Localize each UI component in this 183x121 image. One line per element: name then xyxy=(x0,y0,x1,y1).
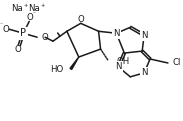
Text: P: P xyxy=(20,28,26,38)
Text: ⁻: ⁻ xyxy=(0,24,3,29)
Text: +: + xyxy=(40,3,45,8)
Text: N: N xyxy=(115,62,122,71)
Text: ⁻: ⁻ xyxy=(33,12,36,17)
Polygon shape xyxy=(70,57,79,69)
Text: O: O xyxy=(77,15,84,24)
Text: +: + xyxy=(24,3,28,8)
Text: N: N xyxy=(141,31,147,40)
Text: HO: HO xyxy=(50,65,63,74)
Text: O: O xyxy=(41,33,48,42)
Text: Na: Na xyxy=(28,4,40,13)
Text: N: N xyxy=(113,29,120,38)
Text: O: O xyxy=(27,13,34,22)
Text: O: O xyxy=(15,45,22,54)
Text: Na: Na xyxy=(12,4,23,13)
Text: Cl: Cl xyxy=(173,58,181,68)
Text: O: O xyxy=(2,25,9,34)
Text: N: N xyxy=(141,68,147,77)
Text: OH: OH xyxy=(116,57,130,66)
